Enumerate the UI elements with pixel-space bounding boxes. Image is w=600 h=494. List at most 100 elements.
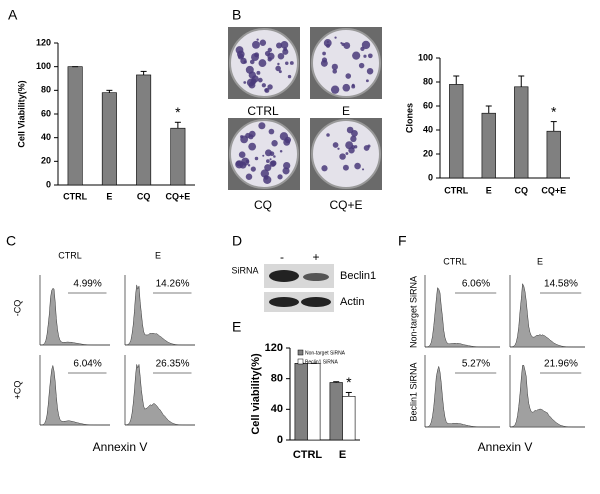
bar [101,92,117,186]
colony [267,84,273,90]
panel-label: A [8,7,18,23]
colony-label: E [342,104,350,118]
x-tick-label: E [339,449,346,461]
colony [353,145,358,149]
colony [259,39,267,46]
colony [322,51,326,56]
colony [326,133,330,137]
x-tick-label: E [106,191,112,201]
colony [323,39,332,47]
x-tick-label: CTRL [63,191,87,201]
band [269,270,299,282]
colony [258,59,267,68]
colony [258,122,266,130]
colony [283,47,288,52]
colony [363,54,367,58]
y-tick-label: 120 [265,342,283,354]
colony [365,79,369,83]
y-tick-label: 100 [36,61,51,71]
treatment-label: SiRNA [231,265,258,275]
percentage: 4.99% [73,279,101,290]
y-tick-label: 80 [423,76,433,86]
colony [282,167,290,175]
bar [170,127,186,186]
bar [449,84,464,179]
y-tick-label: 40 [41,132,51,142]
y-axis-label: Cell viability(%) [250,353,262,435]
colony [263,175,272,184]
x-tick-label: CTRL [444,185,468,195]
colony [283,138,291,146]
band [303,273,329,281]
colony [243,81,247,84]
colony [256,70,261,75]
colony [247,164,251,167]
colony [321,57,328,63]
legend-label: Non-target SiRNA [305,350,346,356]
colony [279,132,289,141]
colony [345,73,352,79]
colony [279,150,283,153]
colony [237,50,245,59]
y-tick-label: 20 [41,156,51,166]
band [301,297,331,307]
colony [334,36,337,39]
colony [275,65,281,72]
colony [251,75,259,83]
x-tick-label: CTRL [293,449,323,461]
significance-mark: * [175,104,181,120]
colony [366,67,374,75]
colony [331,63,338,71]
colony [262,154,265,157]
row-label: Beclin1 SiRNA [408,362,418,421]
colony [254,156,259,161]
colony [330,85,340,94]
colony [268,128,275,135]
y-tick-label: 80 [271,373,283,385]
colony [267,52,275,60]
colony [289,61,294,65]
colony [339,153,346,160]
colony [261,83,266,88]
colony [264,88,268,92]
colony [277,62,280,66]
bar [67,66,83,186]
colony [250,166,256,172]
colony [249,59,255,65]
significance-mark: * [346,374,352,390]
row-label: -CQ [12,300,22,317]
colony [256,38,259,41]
bar [307,363,321,441]
y-tick-label: 60 [41,108,51,118]
colony [358,62,365,69]
y-tick-label: 100 [418,52,433,62]
colony [342,164,349,171]
bar [136,74,152,186]
legend-label: Beclin1 SiRNA [305,359,338,365]
y-axis-label: Clones [404,103,414,133]
band-label: Actin [340,296,364,308]
y-tick-label: 60 [423,100,433,110]
lane-label: + [312,250,319,264]
row-label: Non-target SiRNA [408,276,418,348]
colony [287,74,292,79]
colony [248,142,257,151]
histogram [39,365,110,426]
colony [266,159,270,163]
column-label: E [155,250,161,260]
colony [352,51,361,60]
colony [361,40,371,50]
y-axis-label: Cell Viability(%) [16,80,26,147]
colony [343,42,351,49]
bar [342,395,356,441]
percentage: 6.06% [462,279,490,290]
histogram [509,282,585,348]
colony [270,160,277,167]
bar [481,112,496,179]
colony [342,83,351,92]
bar [329,382,343,441]
colony [350,135,357,143]
colony [260,169,270,178]
colony [235,160,242,167]
y-tick-label: 0 [277,434,283,446]
